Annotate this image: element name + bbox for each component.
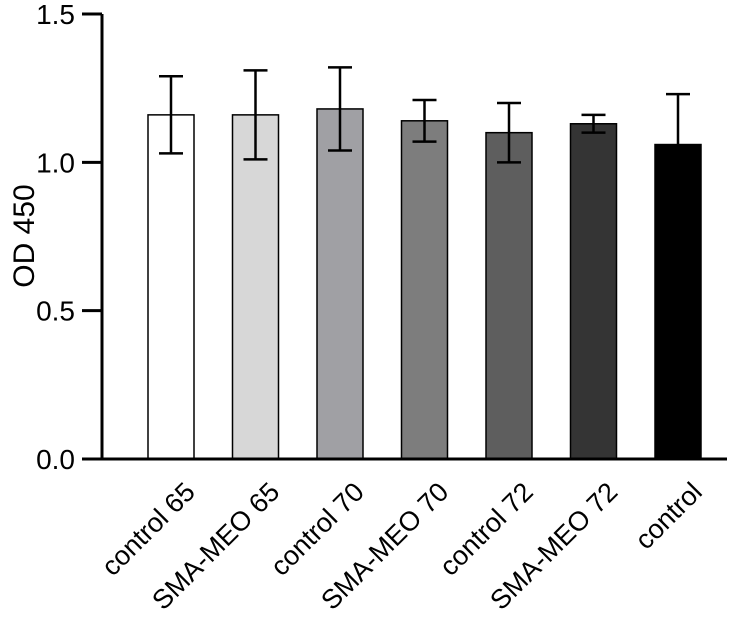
y-tick-label: 0.0 [36,444,75,475]
bar-sma-meo-72 [569,123,618,460]
bar-sma-meo-65 [231,114,280,460]
y-tick-label: 1.5 [36,0,75,30]
bars [147,66,702,460]
bar-sma-meo-70 [400,120,449,460]
y-axis-title: OD 450 [8,184,41,287]
x-category-label: control [629,477,708,556]
bar-control-70 [316,108,364,460]
y-axis: 0.0 0.5 1.0 1.5 [36,0,104,475]
y-tick-label: 0.5 [36,296,75,327]
bar-control-65 [147,114,195,460]
bar-control-72 [485,131,533,460]
y-tick-label: 1.0 [36,147,75,178]
bar-control [654,143,702,460]
